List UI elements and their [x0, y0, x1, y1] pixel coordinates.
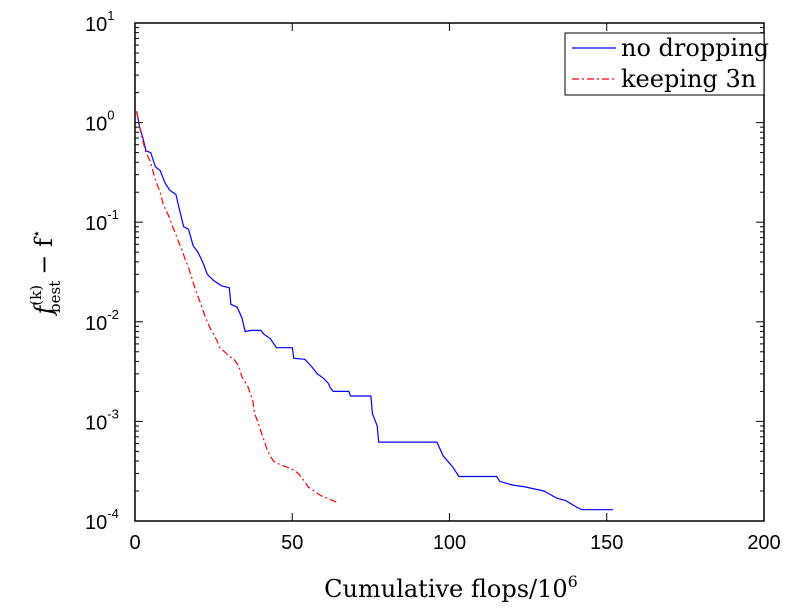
x-tick-label: 0	[129, 532, 140, 554]
series-line-keeping-3n	[136, 111, 337, 503]
y-tick-label: 10-2	[85, 307, 119, 335]
x-axis-title-text: Cumulative flops/10	[324, 575, 568, 603]
series-line-no-dropping	[136, 111, 613, 511]
legend: no dropping keeping 3n	[564, 32, 769, 96]
legend-box	[564, 32, 765, 96]
x-tick-label: 200	[747, 532, 780, 554]
y-tick-label: 10-1	[85, 207, 119, 235]
x-tick-label: 50	[281, 532, 303, 554]
y-axis-title-sup: (k)	[27, 285, 45, 306]
y-tick-label: 10-4	[85, 506, 119, 534]
y-tick-label: 101	[85, 8, 114, 36]
x-tick-label: 150	[590, 532, 623, 554]
y-axis-title-rest: − f	[30, 236, 58, 275]
y-axis-title-sub: best	[46, 281, 64, 313]
y-tick-label: 100	[85, 108, 114, 136]
ticks-layer: 0 50 100 150 200 10-4 10-3 10-2 10-1 100 101	[85, 8, 781, 554]
x-axis-title-exponent: 6	[568, 572, 578, 591]
legend-label-keeping-3n: keeping 3n	[621, 65, 756, 93]
x-axis-title: Cumulative flops/106	[324, 572, 578, 603]
series-layer	[136, 111, 613, 511]
x-tick-label: 100	[433, 532, 466, 554]
legend-label-no-dropping: no dropping	[621, 34, 769, 62]
y-tick-label: 10-3	[85, 406, 119, 434]
y-axis-title: f(k)best− f⋆	[27, 229, 64, 316]
y-axis-title-star: ⋆	[29, 229, 45, 238]
